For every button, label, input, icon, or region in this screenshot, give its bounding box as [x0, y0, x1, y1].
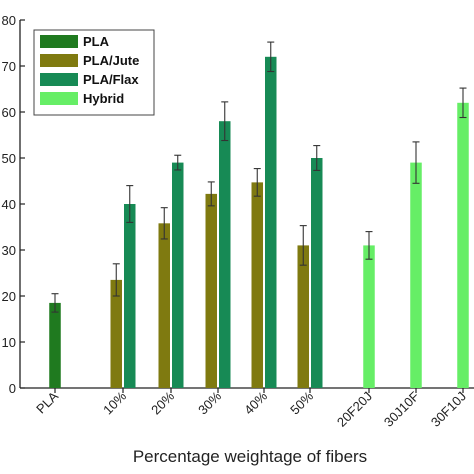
y-tick-label: 40 [2, 197, 16, 212]
y-tick-label: 60 [2, 105, 16, 120]
bar-pla-flax-3 [219, 121, 231, 388]
y-tick-label: 30 [2, 243, 16, 258]
x-tick-label: 40% [241, 388, 270, 417]
bar-pla-jute-4 [251, 182, 263, 388]
legend-label: Hybrid [83, 91, 124, 106]
x-tick-label: PLA [33, 388, 61, 416]
y-tick-label: 80 [2, 13, 16, 28]
bar-pla-flax-4 [265, 56, 277, 389]
x-tick-label: 30F10J [428, 389, 469, 430]
bars-group [49, 56, 469, 389]
legend-label: PLA [83, 34, 110, 49]
legend-swatch-pla [40, 35, 78, 48]
legend-swatch-hybrid [40, 92, 78, 105]
x-tick-label: 30J10F [381, 388, 422, 429]
y-tick-label: 70 [2, 59, 16, 74]
legend-swatch-pla-flax [40, 73, 78, 86]
bar-pla-flax-5 [311, 158, 323, 388]
legend: PLA PLA/Jute PLA/Flax Hybrid [33, 29, 155, 116]
y-tick-label: 10 [2, 335, 16, 350]
x-tick-label: 20F20J [334, 389, 375, 430]
y-tick-label: 50 [2, 151, 16, 166]
x-tick-label: 30% [195, 388, 224, 417]
bar-pla-jute-2 [158, 223, 170, 388]
bar-hybrid-7 [410, 162, 422, 388]
x-tick-label: 50% [287, 388, 316, 417]
bar-hybrid-8 [457, 102, 469, 389]
bar-hybrid-6 [363, 245, 375, 388]
bar-pla-jute-3 [205, 193, 217, 388]
y-tick-label: 0 [9, 381, 16, 396]
bar-pla-flax-2 [172, 162, 184, 388]
error-bars-group [51, 41, 467, 313]
bar-pla-0 [49, 302, 61, 388]
x-tick-label: 20% [148, 388, 177, 417]
bar-pla-flax-1 [124, 204, 136, 388]
bar-pla-jute-5 [297, 245, 309, 388]
bar-pla-jute-1 [110, 279, 122, 388]
x-axis-title: Percentage weightage of fibers [133, 447, 367, 466]
legend-swatch-pla-jute [40, 54, 78, 67]
y-tick-label: 20 [2, 289, 16, 304]
x-tick-label: 10% [100, 388, 129, 417]
legend-label: PLA/Flax [83, 72, 139, 87]
legend-label: PLA/Jute [83, 53, 139, 68]
